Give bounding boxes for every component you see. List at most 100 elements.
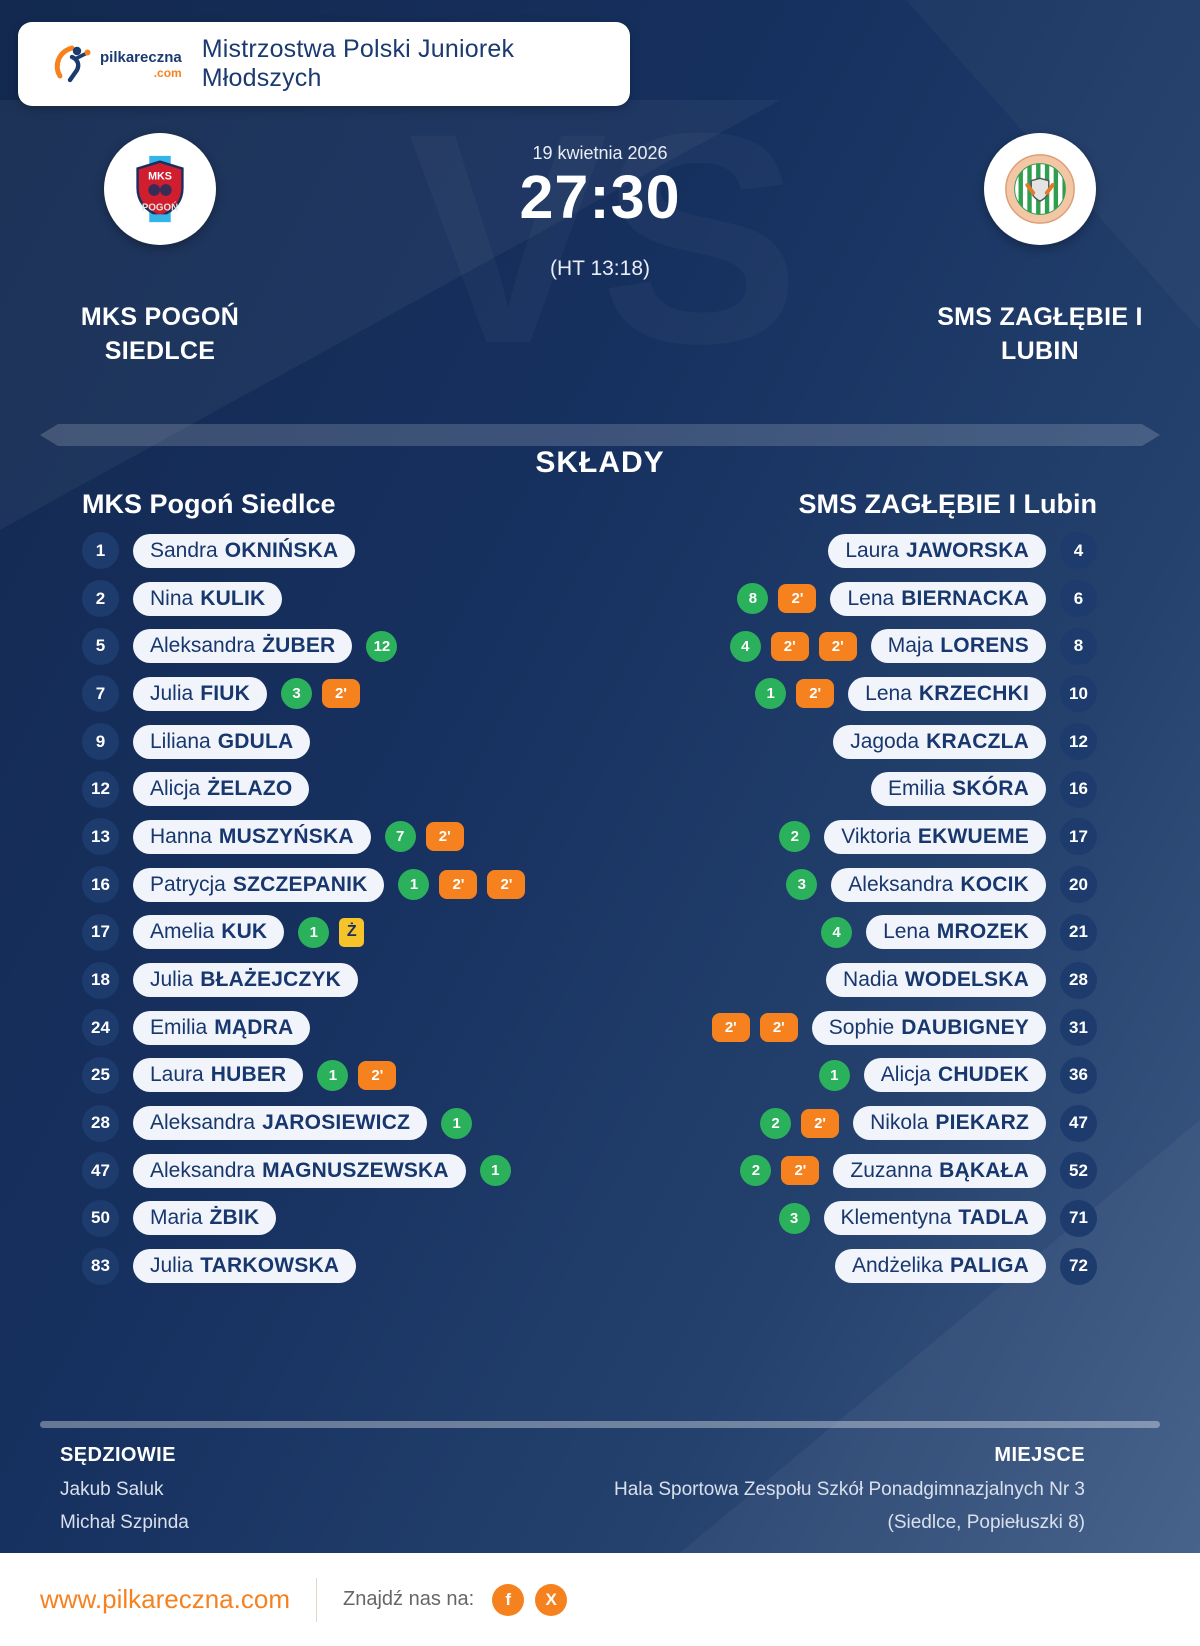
halftime-score: (HT 13:18) xyxy=(550,257,650,280)
two-minute-suspension-badge: 2' xyxy=(322,679,360,709)
player-name-pill: Viktoria EKWUEME xyxy=(824,819,1046,854)
player-row: Jagoda KRACZLA 12 xyxy=(537,718,1097,766)
player-badges: 4 xyxy=(821,916,853,948)
yellow-card-badge: Ż xyxy=(339,917,365,947)
player-row: 1 2' Lena KRZECHKI 10 xyxy=(537,670,1097,718)
away-team-name: SMS ZAGŁĘBIE I LUBIN xyxy=(880,301,1200,369)
goals-badge: 1 xyxy=(479,1155,511,1187)
player-name-pill: Maja LORENS xyxy=(870,629,1046,664)
player-last-name: ŻELAZO xyxy=(207,777,293,801)
away-team-logo xyxy=(984,133,1096,245)
player-last-name: MAGNUSZEWSKA xyxy=(262,1158,449,1182)
competition-title: Mistrzostwa Polski Juniorek Młodszych xyxy=(201,35,515,92)
home-team-name-line1: MKS POGOŃ xyxy=(80,303,240,331)
player-number: 21 xyxy=(1060,913,1097,951)
player-name-pill: Amelia KUK xyxy=(133,915,285,950)
player-row: 83 Julia TARKOWSKA xyxy=(82,1242,622,1290)
player-row: 4 2' 2' Maja LORENS 8 xyxy=(537,622,1097,670)
away-team-crest-icon xyxy=(1005,154,1075,224)
player-last-name: SKÓRA xyxy=(952,777,1029,801)
player-first-name: Sophie xyxy=(828,1015,895,1039)
player-last-name: HUBER xyxy=(210,1063,287,1087)
player-last-name: MUSZYŃSKA xyxy=(218,824,354,848)
two-minute-suspension-badge: 2' xyxy=(439,870,478,900)
player-last-name: KRACZLA xyxy=(926,729,1029,753)
home-roster-header: MKS Pogoń Siedlce xyxy=(82,489,336,519)
player-name-pill: Zuzanna BĄKAŁA xyxy=(833,1153,1046,1188)
player-name-pill: Jagoda KRACZLA xyxy=(833,724,1046,759)
player-number: 25 xyxy=(82,1056,119,1094)
goals-badge: 3 xyxy=(778,1202,810,1234)
player-last-name: BŁAŻEJCZYK xyxy=(200,968,342,992)
player-number: 50 xyxy=(82,1199,119,1237)
player-badges: 4 2' 2' xyxy=(729,630,857,662)
player-last-name: MROZEK xyxy=(936,920,1029,944)
player-name-pill: Sophie DAUBIGNEY xyxy=(811,1010,1046,1045)
player-row: 2 2' Nikola PIEKARZ 47 xyxy=(537,1099,1097,1147)
player-name-pill: Emilia MĄDRA xyxy=(133,1010,311,1045)
player-number: 18 xyxy=(82,961,119,999)
player-last-name: TARKOWSKA xyxy=(200,1254,340,1278)
player-row: 3 Aleksandra KOCIK 20 xyxy=(537,861,1097,909)
player-first-name: Laura xyxy=(150,1063,204,1087)
goals-badge: 7 xyxy=(384,821,416,853)
player-first-name: Aleksandra xyxy=(150,1158,256,1182)
player-row: 1 Alicja CHUDEK 36 xyxy=(537,1052,1097,1100)
goals-badge: 4 xyxy=(729,630,761,662)
player-last-name: KULIK xyxy=(200,586,266,610)
player-first-name: Aleksandra xyxy=(150,634,256,658)
goals-badge: 2 xyxy=(740,1155,772,1187)
home-team-name-line2: SIEDLCE xyxy=(104,336,216,365)
goals-badge: 1 xyxy=(298,916,330,948)
player-row: 24 Emilia MĄDRA xyxy=(82,1004,622,1052)
player-row: 2 Viktoria EKWUEME 17 xyxy=(537,813,1097,861)
player-name-pill: Patrycja SZCZEPANIK xyxy=(133,867,385,902)
venue-label: MIEJSCE xyxy=(994,1444,1085,1466)
player-row: 1 Sandra OKNIŃSKA xyxy=(82,527,622,575)
venue-line: Hala Sportowa Zespołu Szkół Ponadgimnazj… xyxy=(613,1479,1085,1500)
player-name-pill: Maria ŻBIK xyxy=(133,1201,277,1236)
player-number: 5 xyxy=(82,627,119,665)
match-graphic: VS pilkareczna .com Mistrzostwa Polski J… xyxy=(0,0,1200,1553)
player-number: 17 xyxy=(1060,818,1097,856)
player-name-pill: Laura HUBER xyxy=(133,1058,304,1093)
facebook-icon[interactable]: f xyxy=(492,1583,525,1616)
player-row: 28 Aleksandra JAROSIEWICZ 1 xyxy=(82,1099,622,1147)
player-badges: 2 2' xyxy=(760,1107,840,1139)
referees-label: SĘDZIOWIE xyxy=(60,1444,176,1466)
player-name-pill: Klementyna TADLA xyxy=(823,1201,1046,1236)
lineups-heading: SKŁADY xyxy=(535,446,665,479)
player-name-pill: Lena MROZEK xyxy=(866,915,1046,950)
player-row: 9 Liliana GDULA xyxy=(82,718,622,766)
goals-badge: 1 xyxy=(755,678,787,710)
player-first-name: Nikola xyxy=(870,1111,929,1135)
player-row: 3 Klementyna TADLA 71 xyxy=(537,1195,1097,1243)
footer-bar: www.pilkareczna.com Znajdź nas na: f X xyxy=(0,1553,1200,1646)
player-row: Laura JAWORSKA 4 xyxy=(537,527,1097,575)
player-number: 10 xyxy=(1060,675,1097,713)
player-name-pill: Hanna MUSZYŃSKA xyxy=(133,819,371,854)
player-first-name: Maja xyxy=(887,634,934,658)
player-name-pill: Aleksandra KOCIK xyxy=(831,867,1046,902)
player-last-name: WODELSKA xyxy=(904,968,1029,992)
player-first-name: Hanna xyxy=(150,824,212,848)
player-number: 7 xyxy=(82,675,119,713)
player-number: 17 xyxy=(82,913,119,951)
goals-badge: 1 xyxy=(441,1107,473,1139)
player-last-name: ŻBIK xyxy=(209,1206,260,1230)
two-minute-suspension-badge: 2' xyxy=(425,822,464,852)
section-divider xyxy=(40,424,1160,446)
player-badges: 8 2' xyxy=(737,583,817,615)
player-first-name: Klementyna xyxy=(840,1206,952,1230)
find-us-label: Znajdź nas na: xyxy=(342,1588,475,1610)
player-last-name: PIEKARZ xyxy=(935,1111,1029,1135)
player-number: 4 xyxy=(1060,532,1097,570)
x-icon[interactable]: X xyxy=(535,1583,568,1616)
player-first-name: Zuzanna xyxy=(850,1158,933,1182)
player-first-name: Amelia xyxy=(150,920,215,944)
player-first-name: Alicja xyxy=(150,777,201,801)
two-minute-suspension-badge: 2' xyxy=(818,631,857,661)
match-date: 19 kwietnia 2026 xyxy=(532,143,668,163)
website-link[interactable]: www.pilkareczna.com xyxy=(40,1584,290,1614)
player-name-pill: Sandra OKNIŃSKA xyxy=(133,533,356,568)
